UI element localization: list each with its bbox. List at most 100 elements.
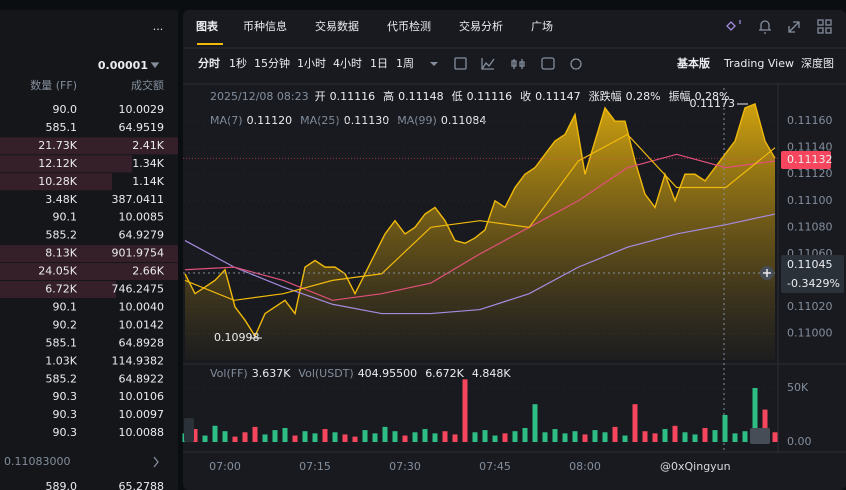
- volume-bar: [332, 432, 338, 442]
- volume-bar: [472, 432, 478, 442]
- info-value: 0.11116: [467, 90, 513, 103]
- volume-bar: [412, 432, 418, 442]
- interval[interactable]: 分时: [198, 56, 220, 70]
- tab[interactable]: 交易分析: [459, 19, 503, 33]
- view-option[interactable]: 基本版: [676, 56, 710, 70]
- info-value: 0.11116: [330, 90, 376, 103]
- crosshair-price: 0.11045: [787, 258, 833, 271]
- crosshair-change: -0.3429%: [787, 277, 840, 290]
- time-label: 07:30: [389, 460, 421, 473]
- interval[interactable]: 4小时: [333, 57, 362, 70]
- volume-bar: [672, 425, 678, 442]
- row-qty: 90.3: [53, 390, 78, 403]
- expand-arrow[interactable]: [153, 456, 159, 468]
- row-qty: 585.2: [46, 229, 78, 242]
- depth-bar: [0, 263, 178, 281]
- volume-bar: [772, 432, 778, 442]
- volume-bar: [372, 433, 378, 442]
- row-qty: 90.2: [53, 318, 78, 331]
- price-tick-label: 0.11160: [787, 114, 833, 127]
- info-label: 开: [315, 90, 326, 103]
- scroll-right[interactable]: [750, 428, 770, 444]
- row-amount: 387.0411: [112, 193, 165, 206]
- volume-bar: [512, 431, 518, 442]
- view-option[interactable]: Trading View: [723, 57, 794, 70]
- ai-icon[interactable]: [726, 20, 741, 31]
- row-qty: 24.05K: [38, 265, 77, 278]
- volume-bar: [442, 431, 448, 442]
- interval[interactable]: 1日: [370, 57, 388, 70]
- layout-icon[interactable]: [817, 19, 832, 34]
- volume-bar: [392, 431, 398, 442]
- price-tick-label: 0.11140: [787, 141, 833, 154]
- ma-value: 0.11084: [441, 114, 487, 127]
- volume-bar: [312, 433, 318, 442]
- row-qty: 12.12K: [38, 157, 77, 170]
- info-value: 0.11148: [398, 90, 444, 103]
- volume-bar: [652, 433, 658, 442]
- low-annotation: 0.10998: [214, 331, 260, 344]
- volume-bar: [762, 409, 768, 442]
- indicator-icon[interactable]: [481, 58, 495, 70]
- row-amount: 64.9279: [119, 229, 165, 242]
- volume-bar: [362, 430, 368, 442]
- row-qty: 10.28K: [38, 175, 77, 188]
- info-label: 涨跌幅: [589, 89, 622, 103]
- interval[interactable]: 1周: [396, 57, 414, 70]
- volume-bar: [382, 426, 388, 442]
- precision[interactable]: 0.00001: [98, 59, 148, 72]
- price-tick-label: 0.11100: [787, 194, 833, 207]
- interval[interactable]: 15分钟: [254, 56, 290, 70]
- volume-bar: [562, 433, 568, 442]
- interval[interactable]: 1秒: [229, 56, 247, 70]
- interval[interactable]: 1小时: [297, 57, 326, 70]
- header-qty: 数量 (FF): [30, 79, 77, 92]
- precision-arrow[interactable]: [150, 62, 160, 69]
- fullscreen-icon[interactable]: [788, 21, 800, 33]
- row-amount: 10.0029: [119, 103, 165, 116]
- vol-tick-label: 50K: [787, 381, 809, 394]
- tab[interactable]: 代币检测: [387, 19, 431, 33]
- volume-bar: [262, 434, 268, 442]
- row-amount: 2.41K: [132, 139, 164, 152]
- row-qty: 6.72K: [45, 283, 77, 296]
- tool-icons: [150, 19, 832, 468]
- current-price-box: [781, 151, 831, 169]
- row-qty: 90.1: [53, 300, 78, 313]
- menu[interactable]: ···: [153, 23, 164, 36]
- row-amount: 10.0097: [119, 408, 165, 421]
- calendar-icon[interactable]: [454, 57, 467, 70]
- tab[interactable]: 图表: [196, 19, 219, 33]
- volume-bar: [292, 435, 298, 442]
- volume-bar: [322, 429, 328, 442]
- volume-bar: [682, 432, 688, 442]
- settings-icon[interactable]: [570, 58, 582, 70]
- volume-bar: [232, 436, 238, 442]
- vol-value: 6.672K: [425, 367, 464, 380]
- volume-bar: [502, 433, 508, 442]
- tab[interactable]: 币种信息: [243, 19, 287, 33]
- more-intervals-icon[interactable]: [430, 62, 438, 66]
- volume-bar: [242, 432, 248, 442]
- volume-bar: [482, 430, 488, 442]
- volume-bar: [402, 435, 408, 442]
- vol-label: Vol(FF): [210, 367, 248, 380]
- volume-bar: [612, 426, 618, 442]
- volume-bar: [732, 433, 738, 442]
- alert-icon[interactable]: [759, 20, 771, 34]
- scroll-left[interactable]: [184, 418, 194, 442]
- view-option[interactable]: 深度图: [801, 56, 834, 70]
- volume-bar: [302, 431, 308, 442]
- row-amount: 901.9754: [112, 247, 165, 260]
- template-icon[interactable]: [541, 57, 555, 70]
- candle-icon[interactable]: [511, 59, 525, 69]
- ma-label: MA(7): [210, 114, 243, 127]
- tab[interactable]: 交易数据: [315, 19, 359, 33]
- row-qty: 21.73K: [38, 139, 77, 152]
- depth-bar: [0, 173, 112, 191]
- tab[interactable]: 广场: [531, 19, 553, 33]
- volume-bar: [602, 432, 608, 442]
- volume-bar: [352, 436, 358, 442]
- row-amount: 64.8922: [119, 372, 165, 385]
